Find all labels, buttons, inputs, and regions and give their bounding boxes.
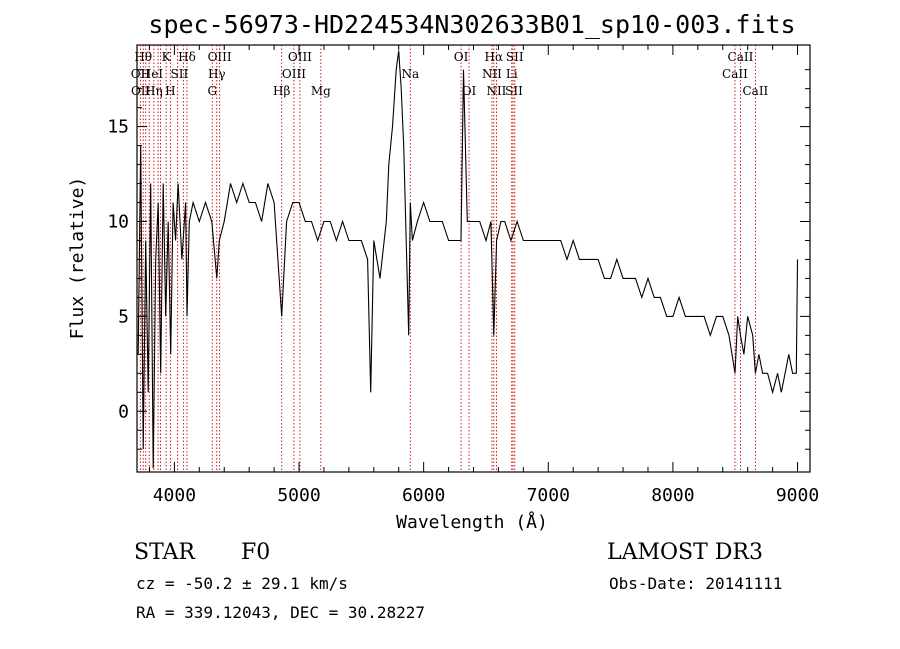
chart-title: spec-56973-HD224534N302633B01_sp10-003.f… xyxy=(148,10,795,39)
line-marker-label: OII xyxy=(131,67,151,81)
line-marker-label: OIII xyxy=(282,67,306,81)
y-tick-label: 10 xyxy=(107,211,129,232)
line-marker-label: Hγ xyxy=(208,67,226,81)
line-marker-label: OII xyxy=(131,84,151,98)
x-tick-label: 6000 xyxy=(402,485,445,506)
line-marker-label: CaII xyxy=(722,67,748,81)
line-marker-label: OI xyxy=(454,50,469,64)
object-class: STAR xyxy=(134,540,195,565)
line-marker-label: OI xyxy=(462,84,477,98)
line-marker-label: H xyxy=(165,84,175,98)
y-tick-label: 0 xyxy=(118,401,129,422)
spectrum-series-line xyxy=(137,50,799,469)
plot-frame xyxy=(136,44,811,473)
line-marker-label: HeI xyxy=(141,67,164,81)
y-tick-label: 5 xyxy=(118,306,129,327)
line-marker-label: SII xyxy=(505,84,523,98)
y-tick-label: 15 xyxy=(107,117,129,138)
line-marker-label: Hθ xyxy=(134,50,152,64)
line-marker-label: G xyxy=(207,84,217,98)
redshift-readout: cz = -50.2 ± 29.1 km/s xyxy=(136,574,348,593)
x-tick-label: 8000 xyxy=(651,485,694,506)
line-marker-label: SII xyxy=(171,67,189,81)
line-marker-label: OIII xyxy=(208,50,232,64)
survey-name: LAMOST DR3 xyxy=(607,540,763,565)
line-marker-label: Hβ xyxy=(273,84,290,98)
line-marker-label: OIII xyxy=(288,50,312,64)
line-marker-label: Na xyxy=(401,67,419,81)
x-axis-label: Wavelength (Å) xyxy=(396,511,548,533)
line-marker-label: NII xyxy=(482,67,502,81)
line-markers xyxy=(139,45,756,472)
line-marker-label: CaII xyxy=(728,50,754,64)
line-marker-label: Hδ xyxy=(178,50,196,64)
line-marker-label: Li xyxy=(506,67,518,81)
line-marker-label: NII xyxy=(486,84,506,98)
y-axis-ticks: 0 5 10 15 xyxy=(107,69,810,450)
x-axis-ticks: 4000 5000 6000 7000 8000 9000 xyxy=(148,45,819,506)
line-marker-label: CaII xyxy=(742,84,768,98)
x-tick-label: 7000 xyxy=(527,485,570,506)
coordinates: RA = 339.12043, DEC = 30.28227 xyxy=(136,603,425,622)
object-subclass: F0 xyxy=(241,540,271,565)
line-marker-label: Hη xyxy=(145,84,163,98)
obs-date: Obs-Date: 20141111 xyxy=(609,574,783,593)
line-marker-label: Mg xyxy=(311,84,331,98)
line-marker-label: Hα xyxy=(485,50,504,64)
line-marker-label: K xyxy=(162,50,172,64)
line-marker-label: SII xyxy=(506,50,524,64)
x-tick-label: 4000 xyxy=(153,485,196,506)
x-tick-label: 9000 xyxy=(776,485,819,506)
x-tick-label: 5000 xyxy=(277,485,320,506)
y-axis-label: Flux (relative) xyxy=(67,177,88,340)
line-marker-labels: Hθ OII OII K HeI Hη SII H Hδ OIII Hγ G OIII OIII Hβ Mg N… xyxy=(131,50,769,98)
